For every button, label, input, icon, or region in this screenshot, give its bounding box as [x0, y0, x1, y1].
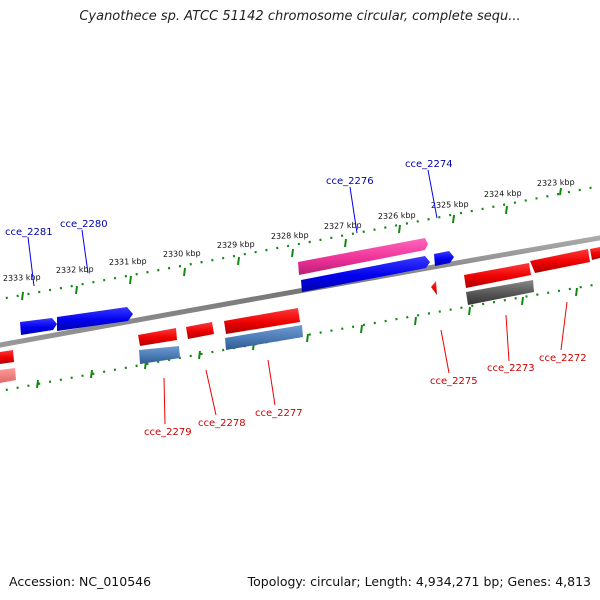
gene-arrow-cce_2279-highlight[interactable] — [139, 346, 180, 364]
accession-text: Accession: NC_010546 — [9, 574, 152, 589]
gene-label-reverse[interactable]: cce_2272 — [539, 353, 587, 364]
kbp-label: 2329 kbp — [217, 240, 255, 250]
gene-arrow-cce_2279[interactable] — [138, 328, 177, 346]
gene-arrow-cce_2272-next[interactable] — [590, 247, 600, 260]
gene-arrow-cce_2276[interactable] — [301, 256, 430, 292]
gene-arrow-cce_2273[interactable] — [464, 263, 531, 288]
gene-arrow-cce_2280[interactable] — [57, 307, 133, 331]
kbp-label: 2325 kbp — [431, 200, 469, 210]
gene-labels: cce_2274 cce_2276 cce_2280 cce_2281 cce_… — [5, 159, 587, 438]
gene-label-reverse[interactable]: cce_2277 — [255, 408, 303, 419]
gene-arrow-left-edge[interactable] — [0, 350, 14, 364]
gene-arrow-cce_2273-highlight[interactable] — [466, 280, 534, 305]
kbp-label: 2330 kbp — [163, 249, 201, 259]
kbp-label: 2332 kbp — [56, 265, 94, 275]
gene-label-reverse[interactable]: cce_2273 — [487, 363, 535, 374]
gene-label-reverse[interactable]: cce_2278 — [198, 418, 246, 429]
kbp-label: 2333 kbp — [3, 273, 41, 283]
map-title: Cyanothece sp. ATCC 51142 chromosome cir… — [79, 9, 521, 24]
kbp-label: 2326 kbp — [378, 211, 416, 221]
forward-genes — [20, 238, 454, 335]
gene-label-reverse[interactable]: cce_2275 — [430, 376, 478, 387]
gene-arrow-cce_2278[interactable] — [186, 322, 214, 339]
forward-tick-track — [0, 184, 600, 301]
gene-label-forward[interactable]: cce_2276 — [326, 176, 374, 187]
kbp-label: 2323 kbp — [537, 178, 575, 188]
kbp-scale-labels: 2323 kbp 2324 kbp 2325 kbp 2326 kbp 2327… — [3, 178, 575, 283]
genome-summary-text: Topology: circular; Length: 4,934,271 bp… — [247, 574, 591, 589]
kbp-label: 2327 kbp — [324, 221, 362, 231]
gene-arrow-cce_2275[interactable] — [431, 281, 437, 295]
gene-arrow-cce_2281[interactable] — [20, 318, 57, 335]
reverse-genes — [0, 247, 600, 383]
gene-label-forward[interactable]: cce_2281 — [5, 227, 53, 238]
gene-arrow-cce_2274[interactable] — [434, 251, 454, 266]
gene-label-forward[interactable]: cce_2280 — [60, 219, 108, 230]
leader-lines — [27, 169, 568, 425]
gene-arrow-cce_2276-highlight[interactable] — [298, 238, 428, 275]
gene-arrow-cce_2272[interactable] — [530, 249, 590, 273]
gene-arrow-left-edge-highlight[interactable] — [0, 368, 16, 383]
kbp-label: 2324 kbp — [484, 189, 522, 199]
gene-label-reverse[interactable]: cce_2279 — [144, 427, 192, 438]
gene-arrow-cce_2277-highlight[interactable] — [225, 325, 303, 350]
chromosome-backbone — [0, 235, 600, 348]
gene-label-forward[interactable]: cce_2274 — [405, 159, 453, 170]
reverse-tick-track — [0, 282, 600, 393]
kbp-label: 2331 kbp — [109, 257, 147, 267]
gene-arrow-cce_2277[interactable] — [224, 308, 300, 334]
kbp-label: 2328 kbp — [271, 231, 309, 241]
